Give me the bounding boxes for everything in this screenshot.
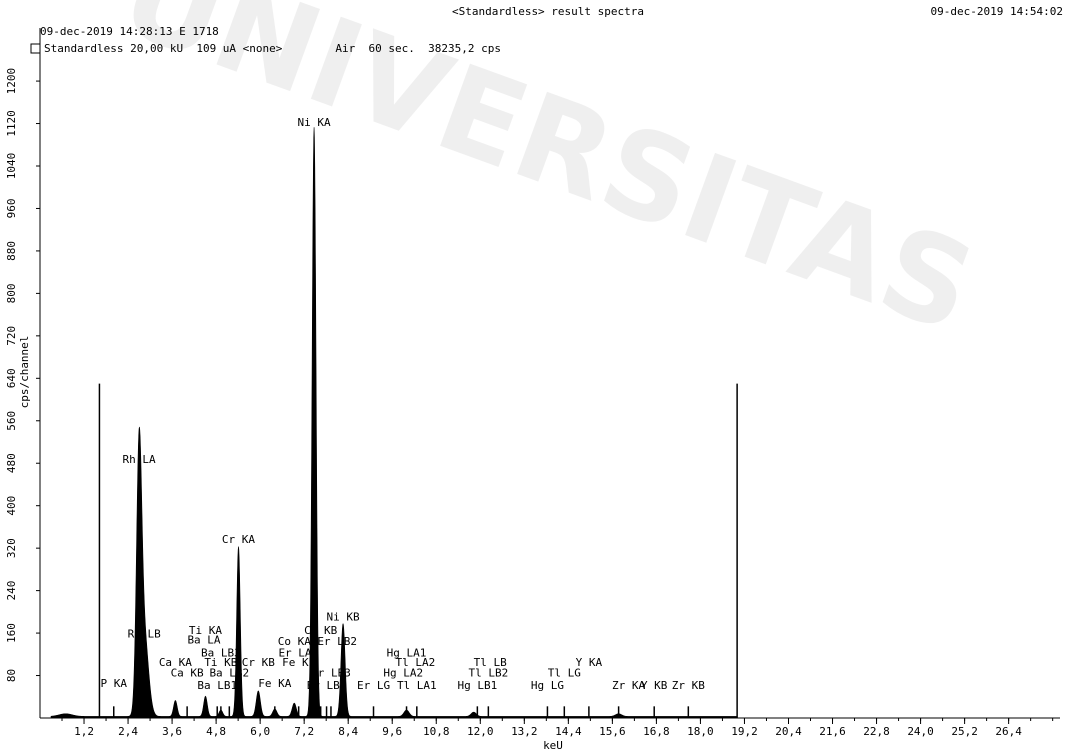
peak-label: Zr KB bbox=[672, 679, 705, 692]
peak-label: Co KA bbox=[278, 635, 311, 648]
peak-label: Er LB2 bbox=[317, 635, 357, 648]
peak-label: Tl LA1 bbox=[397, 679, 437, 692]
x-tick-label: 20,4 bbox=[775, 725, 802, 738]
y-tick-label: 400 bbox=[5, 496, 18, 516]
x-tick-label: 18,0 bbox=[687, 725, 714, 738]
x-tick-label: 2,4 bbox=[118, 725, 138, 738]
x-tick-label: 15,6 bbox=[599, 725, 626, 738]
header-line-2: Standardless 20,00 kU 109 uA <none> Air … bbox=[44, 42, 501, 55]
x-axis: 1,2 2,4 3,6 4,8 6,0 7,2 8,4 9,6 10,8 12,0 13,2 14,4… bbox=[40, 717, 1060, 738]
y-tick-label: 880 bbox=[5, 241, 18, 261]
peak-label: Hg LA1 bbox=[387, 646, 427, 659]
peak-label: Rh LB bbox=[128, 627, 161, 640]
y-tick-label: 960 bbox=[5, 199, 18, 219]
x-tick-label: 26,4 bbox=[995, 725, 1022, 738]
x-tick-label: 22,8 bbox=[863, 725, 890, 738]
y-tick-label: 1040 bbox=[5, 153, 18, 180]
peak-label: Ni KB bbox=[327, 610, 360, 623]
y-tick-label: 640 bbox=[5, 368, 18, 388]
x-tick-label: 25,2 bbox=[951, 725, 978, 738]
peak-label: Er LA bbox=[278, 646, 311, 659]
peak-label: Er LB1 bbox=[307, 679, 347, 692]
chart-title: <Standardless> result spectra bbox=[452, 5, 644, 18]
peak-label: Tl LA2 bbox=[395, 656, 435, 669]
peak-label: Er LB3 bbox=[311, 667, 351, 680]
peak-label: Fe KB bbox=[282, 656, 315, 669]
spectrum-fill bbox=[50, 127, 738, 719]
x-tick-label: 6,0 bbox=[250, 725, 270, 738]
x-tick-label: 8,4 bbox=[338, 725, 358, 738]
peak-label: Tl LB bbox=[474, 656, 507, 669]
x-tick-label: 4,8 bbox=[206, 725, 226, 738]
x-tick-label: 9,6 bbox=[382, 725, 402, 738]
peak-label: Fe KA bbox=[258, 677, 291, 690]
y-tick-label: 160 bbox=[5, 623, 18, 643]
x-axis-label: keU bbox=[543, 739, 563, 752]
peak-label: Ba LB2 bbox=[209, 667, 249, 680]
y-tick-label: 800 bbox=[5, 283, 18, 303]
y-tick-label: 560 bbox=[5, 411, 18, 431]
checkbox-icon bbox=[30, 43, 41, 54]
peak-label: Rh LA bbox=[123, 453, 156, 466]
header-date-right: 09-dec-2019 14:54:02 bbox=[931, 5, 1063, 18]
x-tick-label: 3,6 bbox=[162, 725, 182, 738]
peak-label: Ti KB bbox=[204, 656, 237, 669]
y-axis: 80 160 240 320 400 480 560 640 720 800 880 960 1040 1… bbox=[5, 28, 41, 718]
peak-label: Ti KA bbox=[189, 624, 222, 637]
peak-label: Co KB bbox=[304, 624, 337, 637]
peak-label: P KA bbox=[100, 677, 127, 690]
y-tick-label: 1120 bbox=[5, 110, 18, 136]
plot-area bbox=[50, 127, 738, 719]
peak-label: Ca KA bbox=[159, 656, 192, 669]
peak-label: Ba LB1 bbox=[197, 679, 237, 692]
peak-label: Y KB bbox=[641, 679, 668, 692]
x-tick-label: 1,2 bbox=[74, 725, 94, 738]
y-tick-label: 720 bbox=[5, 326, 18, 346]
peak-label: Tl LB2 bbox=[468, 667, 508, 680]
y-tick-label: 80 bbox=[5, 669, 18, 682]
y-axis-label: cps/channel bbox=[18, 336, 31, 409]
peak-label: Cr KB bbox=[242, 656, 275, 669]
peak-label: Hg LA2 bbox=[383, 667, 423, 680]
peak-label: Hg LG bbox=[531, 679, 564, 692]
x-tick-label: 21,6 bbox=[819, 725, 846, 738]
peak-label: Zr KA bbox=[612, 679, 645, 692]
peak-label: Ni KA bbox=[298, 116, 331, 129]
peak-label: Ba LB3 bbox=[201, 646, 241, 659]
peak-label: Cr KA bbox=[222, 533, 255, 546]
x-tick-label: 10,8 bbox=[423, 725, 450, 738]
peak-label: Hg LB1 bbox=[457, 679, 497, 692]
x-tick-label: 14,4 bbox=[555, 725, 582, 738]
x-tick-label: 12,0 bbox=[467, 725, 494, 738]
header-line-1: 09-dec-2019 14:28:13 E 1718 bbox=[40, 25, 219, 38]
x-tick-label: 13,2 bbox=[511, 725, 538, 738]
x-tick-label: 7,2 bbox=[294, 725, 314, 738]
x-tick-label: 16,8 bbox=[643, 725, 670, 738]
x-tick-label: 24,0 bbox=[907, 725, 934, 738]
peak-label: Ca KB bbox=[171, 667, 204, 680]
y-tick-label: 480 bbox=[5, 453, 18, 473]
peak-label: Tl LG bbox=[548, 667, 581, 680]
y-tick-label: 240 bbox=[5, 581, 18, 601]
peak-label: Ba LA bbox=[187, 634, 220, 647]
peak-label: Y KA bbox=[576, 656, 603, 669]
peak-label: Er LG bbox=[357, 679, 390, 692]
y-tick-label: 320 bbox=[5, 538, 18, 558]
x-tick-label: 19,2 bbox=[731, 725, 758, 738]
y-tick-label: 1200 bbox=[5, 68, 18, 95]
